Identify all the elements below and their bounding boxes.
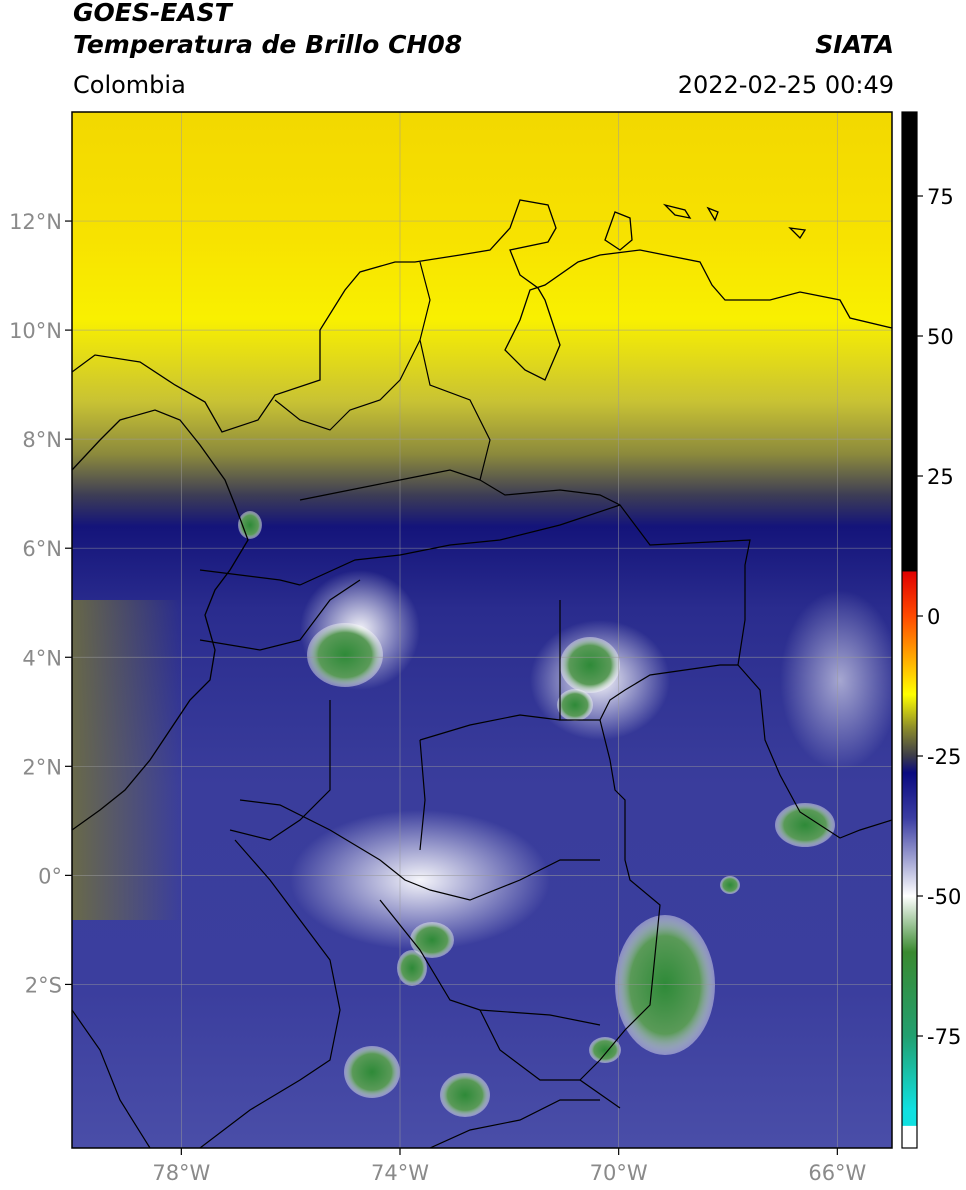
organization-label: SIATA (815, 30, 894, 59)
lon-tick-label: 78°W (152, 1161, 210, 1185)
map-field (72, 112, 892, 1148)
lat-tick-label: 2°N (22, 755, 62, 779)
colorbar-tick-label: 25 (927, 465, 954, 489)
colorbar-tick-label: 0 (927, 605, 940, 629)
lat-tick-label: 6°N (22, 537, 62, 561)
lon-tick-label: 74°W (371, 1161, 429, 1185)
colorbar-ramp (902, 112, 917, 1148)
lat-tick-label: 10°N (9, 319, 62, 343)
colorbar-tick-label: 75 (927, 185, 954, 209)
longitude-ticks: 78°W 74°W 70°W 66°W (152, 1148, 867, 1185)
colorbar-tick-label: -25 (927, 745, 961, 769)
colorbar-frame (901, 111, 918, 1149)
lat-tick-label: 12°N (9, 210, 62, 234)
timestamp-label: 2022-02-25 00:49 (677, 71, 894, 99)
lat-tick-label: 0° (38, 864, 62, 888)
lat-tick-label: 2°S (25, 973, 62, 997)
product-title: Temperatura de Brillo CH08 (73, 30, 463, 59)
lat-tick-label: 8°N (22, 428, 62, 452)
borders (72, 261, 892, 1148)
lon-tick-label: 70°W (590, 1161, 648, 1185)
lon-tick-label: 66°W (808, 1161, 866, 1185)
region-label: Colombia (73, 71, 186, 99)
colorbar-tick-label: -75 (927, 1025, 961, 1049)
latitude-ticks: 12°N 10°N 8°N 6°N 4°N 2°N 0° 2°S (9, 210, 72, 997)
colorbar: 75 50 25 0 -25 -50 -75 (901, 111, 961, 1149)
colorbar-tick-label: 50 (927, 325, 954, 349)
satellite-title: GOES-EAST (73, 0, 232, 27)
graticule (72, 112, 892, 1148)
lat-tick-label: 4°N (22, 646, 62, 670)
plot-frame (71, 111, 893, 1149)
coastlines (72, 199, 892, 831)
colorbar-tick-label: -50 (927, 885, 961, 909)
